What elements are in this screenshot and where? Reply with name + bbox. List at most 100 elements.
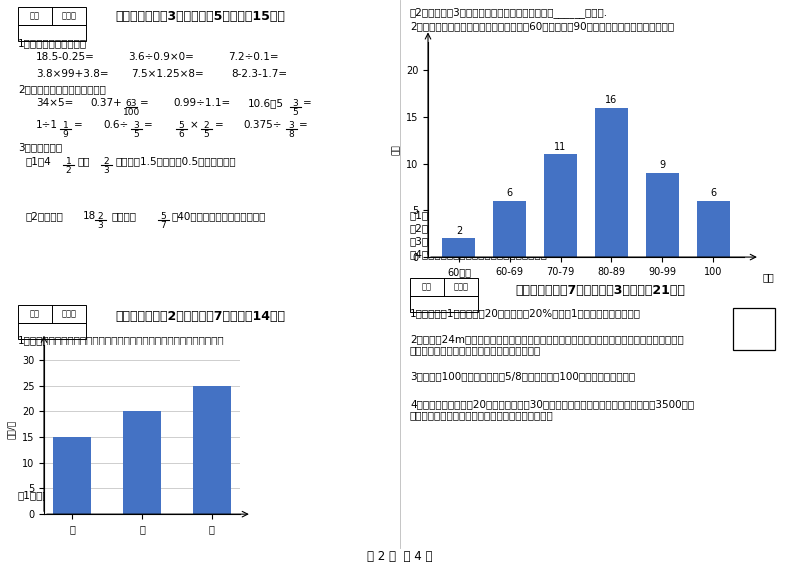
Text: =: = xyxy=(215,120,224,130)
Text: 18: 18 xyxy=(83,211,96,221)
Text: =: = xyxy=(140,98,149,108)
Text: 2．如图是某班一次数学测试的统计图，（60分为及格，90分为优秀），认真看图后填空。: 2．如图是某班一次数学测试的统计图，（60分为及格，90分为优秀），认真看图后填… xyxy=(410,21,674,31)
Text: 6: 6 xyxy=(506,188,513,198)
Bar xyxy=(18,25,86,41)
Text: 3: 3 xyxy=(134,121,139,130)
Text: 0.6÷: 0.6÷ xyxy=(103,120,128,130)
Text: 2: 2 xyxy=(204,121,210,130)
Text: 1÷1: 1÷1 xyxy=(36,120,58,130)
Bar xyxy=(544,154,577,257)
Bar xyxy=(733,308,775,350)
Text: 四、计算题（共3小题，每题5分，共计15分）: 四、计算题（共3小题，每题5分，共计15分） xyxy=(115,11,285,24)
Text: 5: 5 xyxy=(293,108,298,117)
Text: 2．去边长24m的正方形内（如图）画一个最大的圆，并用字母标出圆的圆心和半径，然后计算: 2．去边长24m的正方形内（如图）画一个最大的圆，并用字母标出圆的圆心和半径，然… xyxy=(410,334,684,344)
Text: 10.6－5: 10.6－5 xyxy=(248,98,284,108)
Text: 16: 16 xyxy=(606,95,618,105)
Text: 7.2÷0.1=: 7.2÷0.1= xyxy=(228,52,278,62)
Text: 6: 6 xyxy=(178,130,184,139)
Text: 2: 2 xyxy=(66,166,71,175)
Bar xyxy=(442,238,475,257)
Text: 2: 2 xyxy=(456,225,462,236)
Text: 2: 2 xyxy=(98,212,103,221)
Text: 2: 2 xyxy=(104,157,110,166)
Text: 9: 9 xyxy=(62,130,68,139)
Text: 评卷人: 评卷人 xyxy=(62,310,77,319)
Text: 得分: 得分 xyxy=(422,282,432,292)
Text: 34×5=: 34×5= xyxy=(36,98,74,108)
Text: 5: 5 xyxy=(161,212,166,221)
Text: 8-2.3-1.7=: 8-2.3-1.7= xyxy=(231,69,287,79)
Text: 1．六年级（1）班有男生20人，比女生20%，六（1）班共有学生多少人？: 1．六年级（1）班有男生20人，比女生20%，六（1）班共有学生多少人？ xyxy=(410,308,641,318)
Text: （1）甲、乙合作______天可以完成这项工程的75%.: （1）甲、乙合作______天可以完成这项工程的75%. xyxy=(18,490,189,501)
Text: 1: 1 xyxy=(66,157,71,166)
Text: 1．如图是甲、乙、丙三人单独完成某项工程所需天数统计图，看图填空：: 1．如图是甲、乙、丙三人单独完成某项工程所需天数统计图，看图填空： xyxy=(18,335,225,345)
Text: 11: 11 xyxy=(554,142,566,151)
Text: 5: 5 xyxy=(204,130,210,139)
Text: 1: 1 xyxy=(62,121,68,130)
Text: （4）看右面的统计图，你再提出一个数学问题。: （4）看右面的统计图，你再提出一个数学问题。 xyxy=(410,249,548,259)
Text: 5: 5 xyxy=(134,130,139,139)
Text: 分数: 分数 xyxy=(763,272,774,282)
Text: 7.5×1.25×8=: 7.5×1.25×8= xyxy=(131,69,204,79)
Text: （2）成绩在______段的人数最多。: （2）成绩在______段的人数最多。 xyxy=(410,223,523,234)
Text: 出所画圆的面积是这个正方形面积的百分之几？: 出所画圆的面积是这个正方形面积的百分之几？ xyxy=(410,345,542,355)
Text: 7: 7 xyxy=(161,221,166,230)
Text: 5: 5 xyxy=(178,121,184,130)
Text: 评卷人: 评卷人 xyxy=(454,282,469,292)
Text: 8: 8 xyxy=(289,130,294,139)
Text: 六、应用题（共7小题，每题3分，共计21分）: 六、应用题（共7小题，每题3分，共计21分） xyxy=(515,284,685,297)
Bar xyxy=(595,108,628,257)
Bar xyxy=(18,305,86,323)
Text: 的积减去1.5，再除以0.5，商是多少？: 的积减去1.5，再除以0.5，商是多少？ xyxy=(115,156,236,166)
Text: 第 2 页  共 4 页: 第 2 页 共 4 页 xyxy=(367,550,433,563)
Text: 3: 3 xyxy=(289,121,294,130)
Text: 6: 6 xyxy=(710,188,716,198)
Bar xyxy=(53,437,91,514)
Text: （3）考试的及格率是______，优秀率是______。: （3）考试的及格率是______，优秀率是______。 xyxy=(410,236,574,247)
Text: 0.375÷: 0.375÷ xyxy=(243,120,282,130)
Text: 是40，甲数是乙数的百分之几？: 是40，甲数是乙数的百分之几？ xyxy=(172,211,266,221)
Bar xyxy=(410,296,478,312)
Text: 63: 63 xyxy=(126,99,138,108)
Bar xyxy=(410,278,478,296)
Text: 4．一项工程，甲独做20天完成，乙独做30天完成，现在两人合作，完成后共得工资3500元，: 4．一项工程，甲独做20天完成，乙独做30天完成，现在两人合作，完成后共得工资3… xyxy=(410,399,694,409)
Text: （1）这个班共有学生______人。: （1）这个班共有学生______人。 xyxy=(410,210,517,221)
Text: ×: × xyxy=(190,120,198,130)
Text: 3.6÷0.9×0=: 3.6÷0.9×0= xyxy=(128,52,194,62)
Bar xyxy=(18,323,86,339)
Text: 3: 3 xyxy=(98,221,103,230)
Bar xyxy=(193,386,231,514)
Text: 3.8×99+3.8=: 3.8×99+3.8= xyxy=(36,69,109,79)
Text: （2）甲数是: （2）甲数是 xyxy=(26,211,64,221)
Bar xyxy=(18,7,86,25)
Text: 1．直接写出计算结果。: 1．直接写出计算结果。 xyxy=(18,38,87,48)
Bar xyxy=(122,411,162,514)
Text: 18.5-0.25=: 18.5-0.25= xyxy=(36,52,95,62)
Text: 得分: 得分 xyxy=(30,11,40,20)
Text: 得分: 得分 xyxy=(30,310,40,319)
Text: 如果按完成工程量分配工资，甲、乙各分得多少元？: 如果按完成工程量分配工资，甲、乙各分得多少元？ xyxy=(410,410,554,420)
Text: 评卷人: 评卷人 xyxy=(62,11,77,20)
Y-axis label: 人数: 人数 xyxy=(391,144,400,155)
Text: （2）先由甲做3天，剩下的工程由丙接着做，还要______天完成.: （2）先由甲做3天，剩下的工程由丙接着做，还要______天完成. xyxy=(410,7,608,18)
Text: 乘以: 乘以 xyxy=(77,156,90,166)
Text: 0.99÷1.1=: 0.99÷1.1= xyxy=(173,98,230,108)
Text: =: = xyxy=(74,120,82,130)
Text: =: = xyxy=(299,120,308,130)
Y-axis label: 天数/天: 天数/天 xyxy=(7,420,16,439)
Text: （1）4: （1）4 xyxy=(26,156,52,166)
Bar xyxy=(646,173,678,257)
Text: =: = xyxy=(303,98,312,108)
Text: =: = xyxy=(144,120,153,130)
Text: 9: 9 xyxy=(659,160,666,170)
Bar xyxy=(697,201,730,257)
Text: 3．列式计算：: 3．列式计算： xyxy=(18,142,62,152)
Text: 3: 3 xyxy=(293,99,298,108)
Text: ，乙数的: ，乙数的 xyxy=(111,211,136,221)
Text: 3．一堆沙100吨，第一天运走5/8，第二天运走100吨，还剩下多少吨？: 3．一堆沙100吨，第一天运走5/8，第二天运走100吨，还剩下多少吨？ xyxy=(410,371,635,381)
Text: 0.37+: 0.37+ xyxy=(90,98,122,108)
Text: 2．直接写出下面各题的得数：: 2．直接写出下面各题的得数： xyxy=(18,84,106,94)
Bar xyxy=(494,201,526,257)
Text: 五、综合题（共2小题，每题7分，共计14分）: 五、综合题（共2小题，每题7分，共计14分） xyxy=(115,311,285,324)
Text: 3: 3 xyxy=(104,166,110,175)
